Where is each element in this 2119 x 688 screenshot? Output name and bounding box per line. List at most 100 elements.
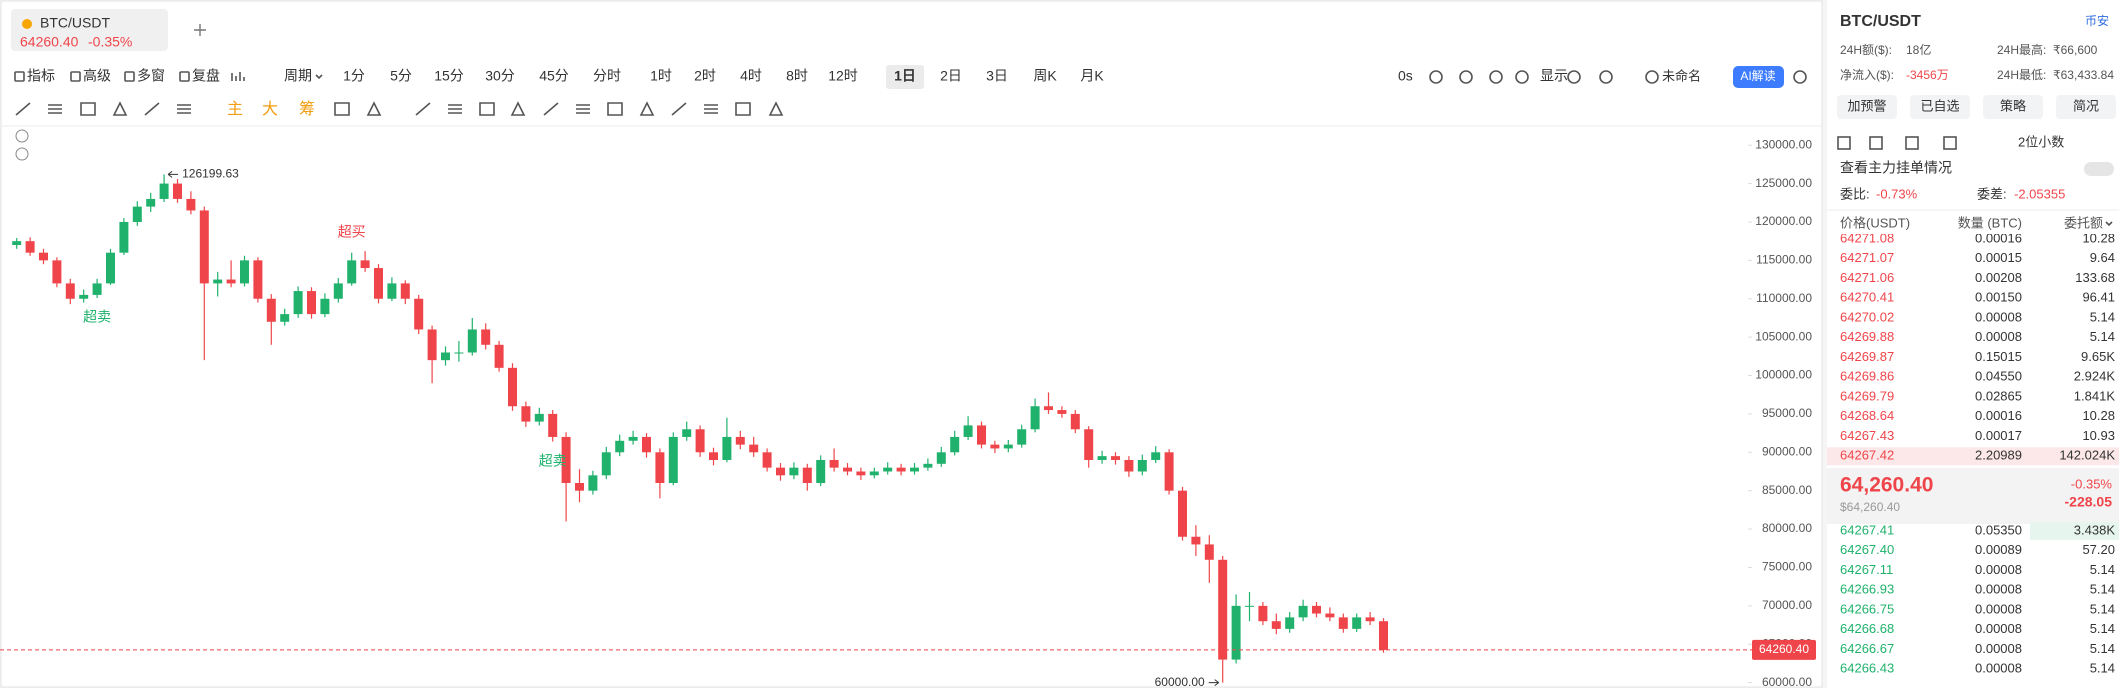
candle-body bbox=[843, 467, 852, 472]
tab-change: -0.35% bbox=[88, 34, 132, 50]
draw-tool[interactable] bbox=[448, 104, 462, 114]
collapse-button[interactable] bbox=[15, 129, 29, 143]
main-orders[interactable]: 查看主力挂单情况 bbox=[1840, 160, 1952, 176]
draw-tool[interactable] bbox=[671, 102, 687, 116]
period-label[interactable]: 周期 bbox=[284, 68, 312, 84]
candle-body bbox=[25, 241, 35, 253]
ob-qty: 0.00008 bbox=[1975, 329, 2022, 344]
period[interactable]: 周K bbox=[1033, 68, 1057, 84]
period[interactable]: 1分 bbox=[343, 68, 365, 84]
view-icon[interactable] bbox=[1869, 136, 1883, 150]
period[interactable]: 15分 bbox=[434, 68, 464, 84]
signal: 超买 bbox=[338, 223, 366, 239]
tool-icon[interactable] bbox=[1599, 70, 1613, 84]
tool-icon[interactable] bbox=[1567, 70, 1581, 84]
symbol-tab[interactable] bbox=[11, 9, 168, 51]
draw-tool[interactable] bbox=[334, 102, 350, 116]
draw-tool[interactable] bbox=[144, 102, 160, 116]
candle-body bbox=[79, 294, 89, 299]
ob-button[interactable] bbox=[1983, 95, 2043, 119]
period[interactable]: 45分 bbox=[539, 68, 569, 84]
candle-body bbox=[735, 436, 745, 445]
period[interactable]: 30分 bbox=[485, 68, 515, 84]
draw-tool[interactable] bbox=[479, 102, 495, 116]
draw-tool[interactable] bbox=[510, 101, 526, 116]
draw-tool[interactable] bbox=[768, 101, 784, 116]
period[interactable]: 2日 bbox=[940, 68, 962, 84]
candle-body bbox=[441, 352, 450, 361]
period[interactable]: 月K bbox=[1080, 68, 1104, 84]
indicator[interactable]: 主 bbox=[227, 100, 243, 118]
candle-body bbox=[280, 314, 290, 322]
ai-label: AI解读 bbox=[1740, 69, 1775, 83]
view-icon[interactable] bbox=[1837, 136, 1851, 150]
indicator[interactable]: 大 bbox=[262, 100, 278, 118]
period[interactable]: 3日 bbox=[986, 68, 1008, 84]
orderbook: BTC/USDT 币安 查看主力挂单情况 2位小数 委比: -0.73% 委差:… bbox=[1827, 13, 2119, 676]
draw-tool[interactable] bbox=[177, 104, 191, 114]
tool-icon[interactable] bbox=[1489, 70, 1503, 84]
period[interactable]: 1日 bbox=[894, 68, 916, 84]
candle-body bbox=[387, 283, 397, 299]
layout-name[interactable]: 未命名 bbox=[1662, 68, 1701, 83]
tool-label[interactable]: 复盘 bbox=[192, 68, 220, 84]
period[interactable]: 5分 bbox=[390, 68, 412, 84]
candle-body bbox=[1124, 459, 1134, 472]
candle-body bbox=[1312, 605, 1321, 614]
tool-icon[interactable] bbox=[1645, 70, 1659, 84]
stat-value: 18亿 bbox=[1906, 42, 1931, 57]
draw-tool[interactable] bbox=[415, 102, 431, 116]
precision[interactable]: 2位小数 bbox=[2018, 134, 2064, 149]
ob-amount: 5.14 bbox=[2090, 582, 2115, 597]
toggle[interactable] bbox=[2084, 162, 2114, 176]
timer[interactable]: 0s bbox=[1398, 68, 1413, 84]
period[interactable]: 2时 bbox=[694, 68, 716, 84]
add-tab[interactable] bbox=[194, 24, 206, 36]
ob-column: 价格(USDT) bbox=[1840, 215, 1910, 230]
tool-label[interactable]: 指标 bbox=[27, 68, 55, 84]
period[interactable]: 12时 bbox=[828, 68, 858, 84]
period[interactable]: 1时 bbox=[650, 68, 672, 84]
tool-icon[interactable] bbox=[1429, 70, 1443, 84]
draw-tool[interactable] bbox=[639, 101, 655, 116]
draw-tool[interactable] bbox=[576, 104, 590, 114]
ob-qty: 0.00008 bbox=[1975, 661, 2022, 676]
draw-tool[interactable] bbox=[48, 104, 62, 114]
draw-tool[interactable] bbox=[704, 104, 718, 114]
period[interactable]: 8时 bbox=[786, 68, 808, 84]
draw-tool[interactable] bbox=[735, 102, 751, 116]
ob-button[interactable] bbox=[1837, 95, 1897, 119]
candle-body bbox=[1298, 605, 1308, 618]
ob-exchange[interactable]: 币安 bbox=[2085, 13, 2109, 28]
indicator[interactable]: 筹 bbox=[299, 100, 315, 118]
candle-body bbox=[816, 459, 826, 484]
candle-body bbox=[1245, 605, 1254, 607]
tool-icon[interactable] bbox=[1515, 70, 1529, 84]
tool-icon[interactable] bbox=[1459, 70, 1473, 84]
low-label: 60000.00 bbox=[1155, 675, 1205, 688]
tool-label[interactable]: 多窗 bbox=[137, 68, 165, 84]
view-icon[interactable] bbox=[1905, 136, 1919, 150]
ob-button[interactable] bbox=[2056, 95, 2116, 119]
draw-tool[interactable] bbox=[80, 102, 96, 116]
draw-tool[interactable] bbox=[607, 102, 623, 116]
draw-tool[interactable] bbox=[543, 102, 559, 116]
view-icon[interactable] bbox=[1943, 136, 1957, 150]
period[interactable]: 分时 bbox=[593, 68, 621, 84]
mid-band bbox=[1827, 468, 2119, 524]
ob-button[interactable] bbox=[1910, 95, 1970, 119]
period[interactable]: 4时 bbox=[740, 68, 762, 84]
display[interactable]: 显示 bbox=[1540, 68, 1568, 84]
draw-tool[interactable] bbox=[15, 102, 31, 116]
tool-icon[interactable] bbox=[1793, 70, 1807, 84]
ob-qty: 0.00008 bbox=[1975, 562, 2022, 577]
collapse-button[interactable] bbox=[15, 147, 29, 161]
tool-label[interactable]: 高级 bbox=[83, 68, 111, 84]
candle-body bbox=[534, 413, 544, 422]
candle-body bbox=[1030, 406, 1040, 430]
candle-body bbox=[333, 283, 343, 299]
draw-tool[interactable] bbox=[366, 101, 382, 116]
candle-body bbox=[1285, 617, 1295, 629]
draw-tool[interactable] bbox=[112, 101, 128, 116]
ai-button[interactable] bbox=[1733, 66, 1784, 88]
